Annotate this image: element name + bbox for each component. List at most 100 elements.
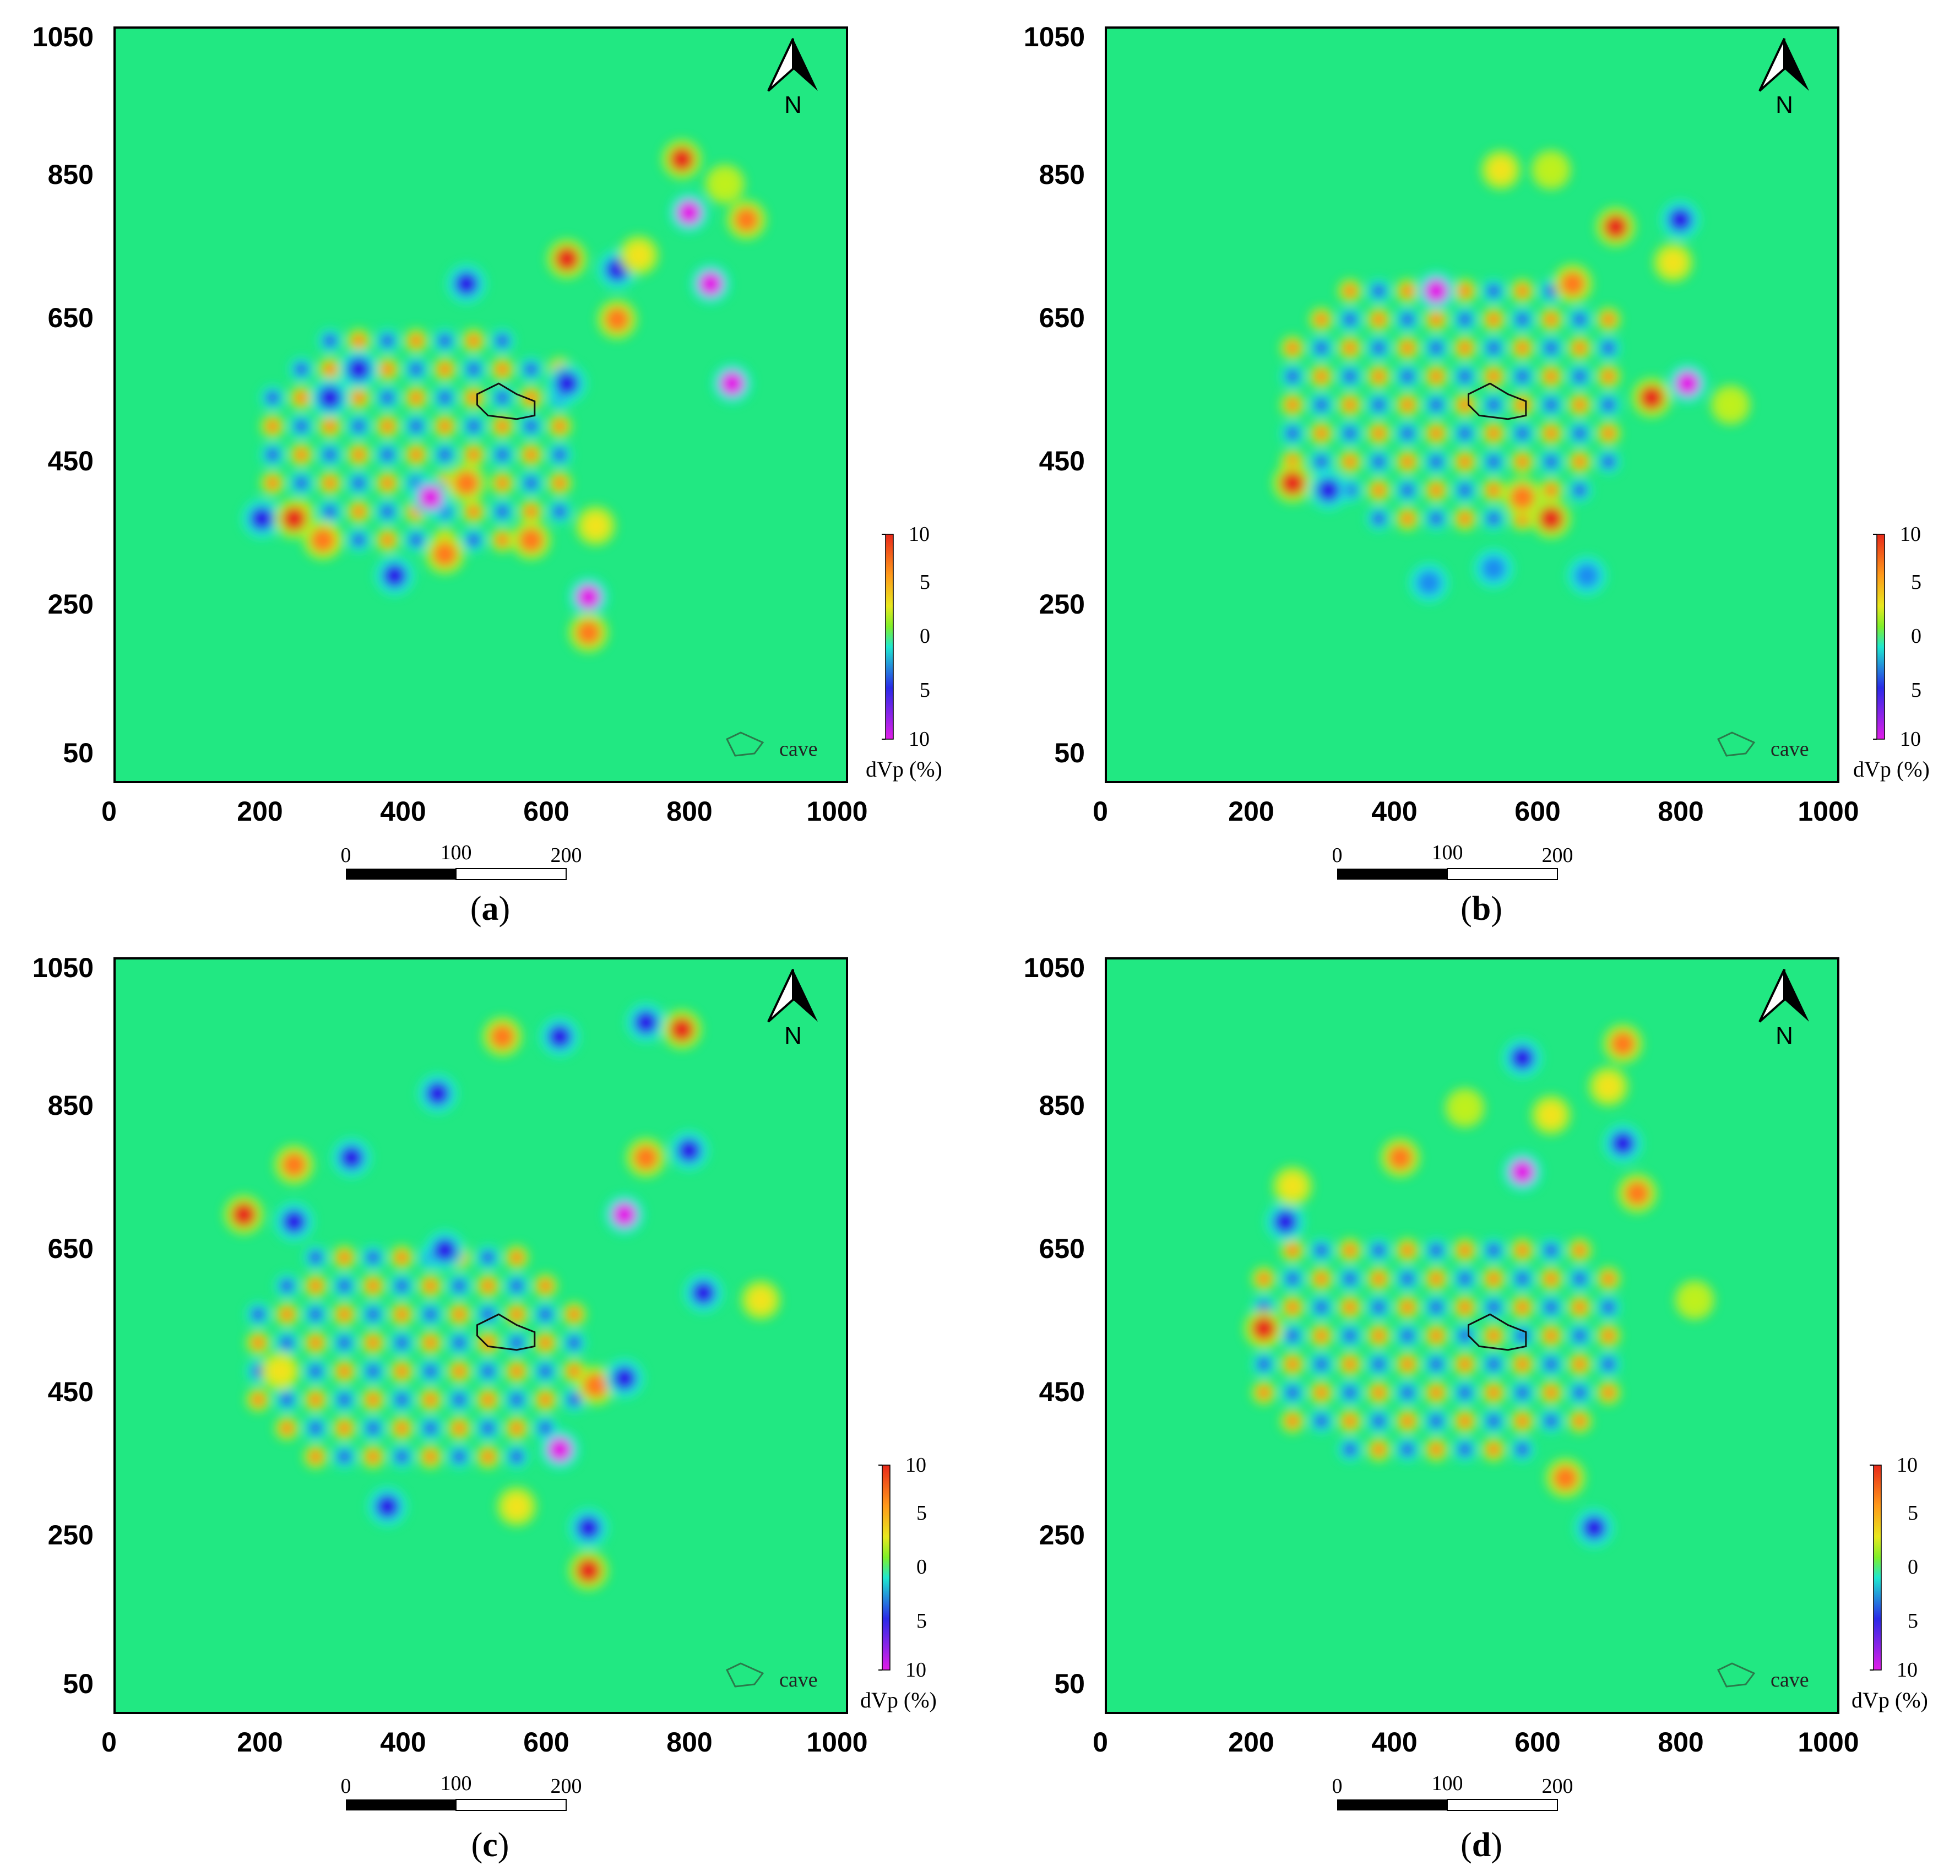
grid-anomaly: [309, 1279, 323, 1293]
figure-svg: N cave 1050 850 650 450 250 50 0 200 400…: [32, 21, 942, 880]
grid-anomaly: [1458, 484, 1472, 497]
grid-anomaly: [1400, 1300, 1414, 1314]
grid-anomaly: [409, 362, 423, 376]
cave-legend: cave: [725, 1662, 818, 1691]
grid-anomaly: [1400, 455, 1414, 469]
grid-anomaly: [1544, 1329, 1558, 1343]
velocity-anomaly: [698, 272, 723, 296]
grid-anomaly: [539, 1308, 552, 1321]
grid-anomaly: [352, 419, 366, 433]
grid-anomaly: [1573, 398, 1587, 412]
colorbar-label: 0: [1911, 625, 1921, 648]
grid-anomaly: [1343, 1329, 1357, 1343]
velocity-anomaly: [339, 1145, 364, 1170]
cave-legend-label: cave: [779, 738, 818, 761]
y-axis: 1050 850 650 450 250 50: [32, 21, 94, 768]
velocity-anomaly: [734, 207, 759, 232]
grid-anomaly: [1544, 312, 1558, 326]
y-axis: 1050 850 650 450 250 50: [1024, 952, 1085, 1699]
scale-bar-label: 100: [441, 1772, 472, 1795]
grid-anomaly: [1544, 1243, 1558, 1257]
colorbar-label: 10: [1897, 1454, 1918, 1477]
grid-anomaly: [1315, 426, 1328, 440]
grid-anomaly: [1487, 426, 1501, 440]
y-tick-label: 50: [63, 738, 94, 768]
grid-anomaly: [1400, 1357, 1414, 1371]
grid-anomaly: [1487, 484, 1501, 497]
velocity-anomaly: [1452, 1096, 1478, 1120]
grid-anomaly: [1601, 455, 1615, 469]
panel-caption: (b): [1461, 890, 1502, 928]
grid-anomaly: [466, 448, 480, 462]
grid-anomaly: [1573, 1243, 1587, 1257]
velocity-anomaly: [1510, 1045, 1535, 1071]
colorbar-label: 0: [916, 1555, 927, 1579]
velocity-anomaly: [713, 172, 737, 197]
grid-anomaly: [524, 448, 538, 462]
grid-anomaly: [1372, 512, 1386, 525]
colorbar-label: 5: [1911, 679, 1921, 702]
grid-anomaly: [510, 1364, 524, 1378]
grid-anomaly: [381, 476, 394, 490]
grid-anomaly: [466, 334, 480, 348]
y-tick-label: 650: [48, 1233, 94, 1264]
y-tick-label: 850: [48, 1090, 94, 1121]
x-tick-label: 0: [1093, 1727, 1108, 1758]
colorbar-label: 5: [920, 571, 930, 594]
velocity-anomaly: [425, 1081, 450, 1106]
grid-anomaly: [1285, 1329, 1300, 1343]
grid-anomaly: [1516, 312, 1529, 326]
scale-bar-label: 200: [1542, 1775, 1573, 1798]
velocity-anomaly: [1668, 207, 1693, 232]
velocity-anomaly: [1596, 1074, 1621, 1099]
grid-anomaly: [366, 1279, 380, 1293]
colorbar-label: 10: [905, 1454, 926, 1477]
grid-anomaly: [1315, 1386, 1328, 1400]
grid-anomaly: [466, 505, 480, 518]
grid-anomaly: [1315, 398, 1328, 412]
grid-anomaly: [265, 448, 279, 462]
grid-anomaly: [438, 362, 452, 376]
grid-anomaly: [1544, 341, 1558, 355]
velocity-anomaly: [670, 147, 694, 172]
grid-anomaly: [1343, 1272, 1357, 1286]
grid-anomaly: [510, 1250, 524, 1264]
y-tick-label: 650: [1039, 302, 1085, 333]
grid-anomaly: [1458, 1386, 1472, 1400]
grid-anomaly: [409, 448, 423, 462]
grid-anomaly: [1573, 1329, 1587, 1343]
velocity-anomaly: [375, 1494, 400, 1519]
grid-anomaly: [1285, 370, 1300, 383]
grid-anomaly: [510, 1450, 524, 1463]
velocity-anomaly: [576, 584, 601, 610]
velocity-anomaly: [504, 1494, 529, 1519]
grid-anomaly: [294, 419, 308, 433]
grid-anomaly: [1573, 426, 1587, 440]
cave-legend-label: cave: [1771, 1668, 1809, 1691]
grid-anomaly: [1516, 1300, 1529, 1314]
grid-anomaly: [323, 362, 337, 376]
grid-anomaly: [496, 362, 509, 376]
grid-anomaly: [481, 1250, 495, 1264]
grid-anomaly: [1429, 1414, 1443, 1428]
grid-anomaly: [466, 419, 480, 433]
grid-anomaly: [1487, 1443, 1501, 1456]
cave-outline: [1467, 382, 1527, 420]
grid-anomaly: [1516, 1386, 1529, 1400]
grid-anomaly: [395, 1421, 409, 1435]
grid-anomaly: [1516, 455, 1529, 469]
grid-anomaly: [1343, 1243, 1357, 1257]
grid-anomaly: [1601, 1272, 1615, 1286]
grid-anomaly: [395, 1308, 409, 1321]
grid-anomaly: [323, 419, 337, 433]
grid-anomaly: [1343, 426, 1357, 440]
grid-anomaly: [510, 1279, 524, 1293]
grid-anomaly: [1372, 1243, 1386, 1257]
velocity-anomaly: [281, 1152, 307, 1177]
velocity-anomaly: [281, 506, 307, 531]
grid-anomaly: [381, 533, 394, 547]
grid-anomaly: [424, 1393, 437, 1407]
grid-anomaly: [496, 476, 509, 490]
grid-anomaly: [352, 476, 366, 490]
grid-anomaly: [1458, 370, 1472, 383]
